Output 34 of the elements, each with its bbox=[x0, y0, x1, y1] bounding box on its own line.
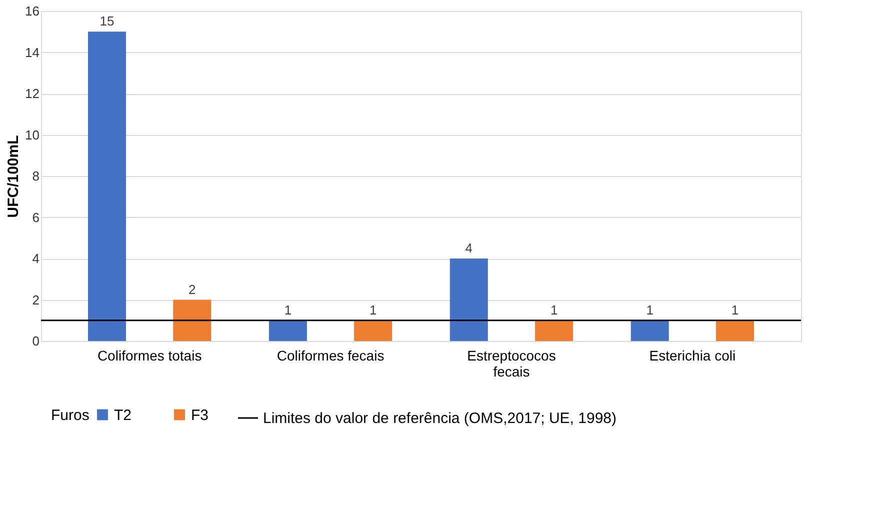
x-tick-label: Esterichia coli bbox=[649, 348, 736, 364]
data-label: 1 bbox=[369, 302, 377, 318]
legend-label: Limites do valor de referência (OMS,2017; UE, 1998) bbox=[263, 410, 617, 427]
data-label: 15 bbox=[100, 14, 114, 29]
y-tick-label: 2 bbox=[32, 292, 40, 308]
bar bbox=[173, 300, 212, 341]
bar bbox=[268, 320, 307, 341]
y-tick-label: 6 bbox=[32, 210, 40, 225]
bar bbox=[535, 320, 574, 341]
y-axis-title: UFC/100mL bbox=[5, 135, 22, 218]
data-label: 1 bbox=[731, 302, 739, 318]
data-label: 1 bbox=[284, 302, 292, 318]
y-tick-label: 16 bbox=[25, 4, 40, 18]
bar bbox=[716, 320, 754, 341]
data-label: 2 bbox=[188, 282, 196, 297]
legend-label: T2 bbox=[114, 406, 132, 424]
y-tick-label: 12 bbox=[25, 86, 40, 101]
bar bbox=[354, 320, 392, 341]
x-tick-label: Coliformes fecais bbox=[276, 348, 384, 364]
data-label: 1 bbox=[550, 302, 558, 318]
y-tick-label: 8 bbox=[32, 168, 40, 184]
y-tick-label: 10 bbox=[25, 127, 40, 142]
y-tick-label: 0 bbox=[32, 334, 40, 348]
bar bbox=[630, 320, 669, 341]
x-tick-label: Coliformes totais bbox=[97, 348, 202, 364]
y-tick-label: 4 bbox=[32, 251, 40, 266]
bar bbox=[450, 258, 488, 341]
data-label: 1 bbox=[646, 302, 654, 318]
legend-title: Furos bbox=[51, 407, 90, 424]
data-label: 4 bbox=[465, 240, 473, 256]
bar bbox=[88, 32, 126, 341]
y-tick-label: 14 bbox=[25, 44, 40, 60]
x-tick-label: Estreptococos fecais bbox=[467, 348, 556, 380]
legend-label: F3 bbox=[191, 406, 209, 424]
